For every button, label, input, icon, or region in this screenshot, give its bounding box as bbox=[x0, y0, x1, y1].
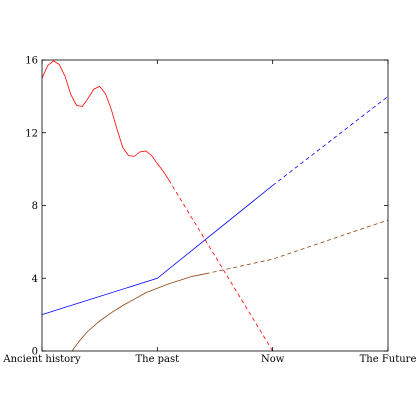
plot-frame bbox=[41, 59, 389, 352]
x-tick-label: Ancient history bbox=[2, 354, 81, 365]
series-red-solid-line bbox=[41, 60, 170, 181]
y-tick-label: 8 bbox=[32, 201, 38, 212]
series-brown-dashed-line bbox=[205, 219, 389, 275]
x-tick-label: The Future bbox=[360, 354, 417, 365]
x-tick-label: The past bbox=[135, 354, 179, 365]
series-red-dashed-line bbox=[168, 179, 274, 352]
y-tick-label: 16 bbox=[25, 56, 38, 67]
series-blue-solid-line bbox=[41, 185, 273, 316]
series-layer bbox=[41, 60, 389, 352]
y-tick-label: 4 bbox=[32, 274, 38, 285]
y-tick-label: 12 bbox=[25, 128, 38, 139]
x-tick-label: Now bbox=[261, 354, 285, 365]
tick-layer: Ancient history The past Now The Future 0 4 8 1… bbox=[2, 56, 416, 366]
series-blue-dashed-line bbox=[272, 96, 389, 186]
y-tick-label: 0 bbox=[32, 347, 38, 358]
series-brown-solid-line bbox=[71, 273, 206, 352]
